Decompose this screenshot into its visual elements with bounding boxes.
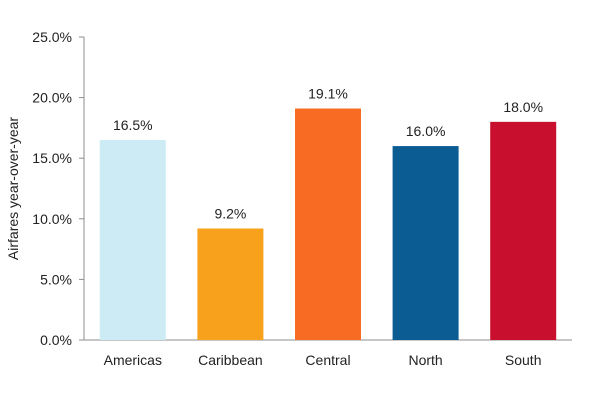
data-label-central: 19.1% — [308, 86, 348, 102]
y-axis-title: Airfares year-over-year — [5, 117, 21, 260]
data-label-americas: 16.5% — [113, 117, 153, 133]
category-labels: Americas Caribbean Central North South — [104, 352, 542, 368]
data-label-caribbean: 9.2% — [214, 205, 246, 221]
y-tick-label: 25.0% — [32, 29, 72, 45]
category-label-central: Central — [305, 352, 350, 368]
bar-south — [490, 121, 557, 340]
bars — [99, 108, 557, 341]
category-label-south: South — [505, 352, 542, 368]
category-label-caribbean: Caribbean — [198, 352, 263, 368]
data-label-north: 16.0% — [406, 123, 446, 139]
bar-north — [392, 146, 459, 340]
category-label-north: North — [408, 352, 442, 368]
y-tick-label: 15.0% — [32, 150, 72, 166]
y-tick-label: 5.0% — [40, 271, 72, 287]
bar-central — [295, 108, 361, 341]
y-tick-label: 20.0% — [32, 90, 72, 106]
category-label-americas: Americas — [104, 352, 162, 368]
bar-caribbean — [197, 228, 264, 340]
data-label-south: 18.0% — [503, 99, 543, 115]
y-axis-ticks: 0.0% 5.0% 10.0% 15.0% 20.0% 25.0% — [32, 29, 84, 348]
data-labels: 16.5% 9.2% 19.1% 16.0% 18.0% — [113, 86, 543, 222]
y-tick-label: 10.0% — [32, 211, 72, 227]
y-tick-label: 0.0% — [40, 332, 72, 348]
bar-americas — [99, 140, 166, 340]
